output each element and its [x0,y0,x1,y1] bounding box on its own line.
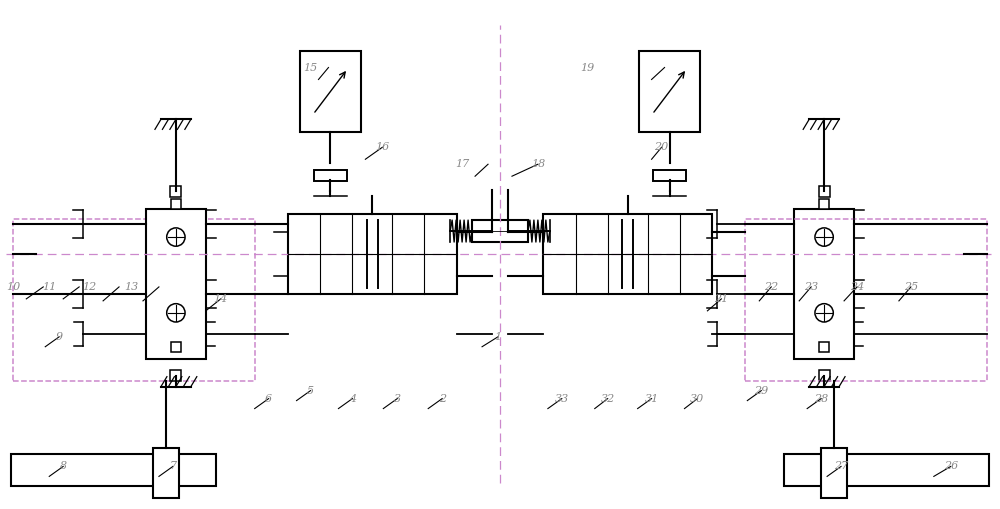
Bar [146,209,206,359]
Text: 4: 4 [349,393,356,404]
Bar [821,448,847,498]
Text: 14: 14 [214,294,228,304]
Bar [543,214,712,294]
Text: 3: 3 [394,393,401,404]
Bar [13,219,255,381]
Bar [819,342,829,352]
Bar [300,50,361,132]
Bar [639,50,700,132]
Text: 27: 27 [834,462,848,471]
Text: 20: 20 [654,143,669,152]
Text: 32: 32 [601,393,615,404]
Text: 17: 17 [455,159,469,169]
Bar [819,199,829,209]
Text: 26: 26 [944,462,958,471]
Text: 6: 6 [265,393,272,404]
Text: 19: 19 [581,63,595,72]
Bar [819,370,830,381]
Bar [314,169,347,181]
Text: 5: 5 [307,386,314,395]
Bar [745,219,987,381]
Bar [288,214,457,294]
Text: 11: 11 [42,282,56,292]
Text: 22: 22 [764,282,778,292]
Bar [11,455,216,487]
Text: 28: 28 [814,393,828,404]
Text: 24: 24 [850,282,864,292]
Bar [171,342,181,352]
Text: 33: 33 [555,393,569,404]
Bar [170,370,181,381]
Bar [171,199,181,209]
Text: 31: 31 [644,393,659,404]
Text: 10: 10 [6,282,20,292]
Text: 18: 18 [531,159,545,169]
Text: 1: 1 [494,332,502,342]
Bar [794,209,854,359]
Bar [153,448,179,498]
Text: 25: 25 [904,282,918,292]
Bar [784,455,989,487]
Text: 9: 9 [56,332,63,342]
Text: 12: 12 [82,282,96,292]
Text: 30: 30 [690,393,705,404]
Text: 23: 23 [804,282,818,292]
Text: 29: 29 [754,386,768,395]
Text: 8: 8 [60,462,67,471]
Text: 15: 15 [303,63,318,72]
Bar [170,186,181,196]
Text: 21: 21 [714,294,729,304]
Text: 2: 2 [439,393,446,404]
Bar [819,186,830,196]
Bar [653,169,686,181]
Bar [472,220,528,242]
Text: 16: 16 [375,143,389,152]
Text: 7: 7 [169,462,176,471]
Text: 13: 13 [124,282,138,292]
